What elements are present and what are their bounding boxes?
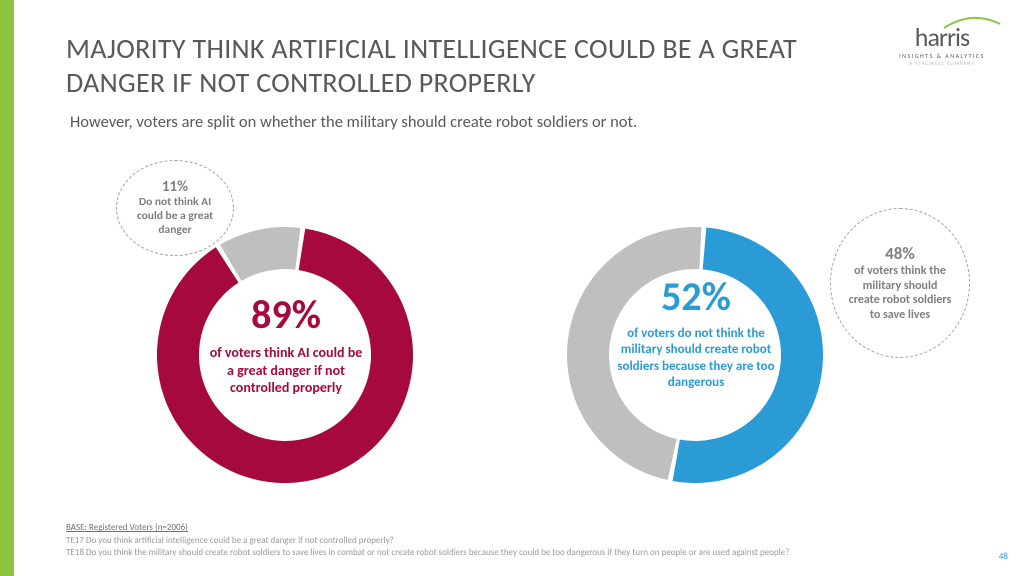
page-number: 48 xyxy=(999,551,1008,562)
center-pct: 52% xyxy=(661,272,731,322)
harris-logo: harris INSIGHTS & ANALYTICS A STAGWELL C… xyxy=(882,16,1002,67)
bubble-ai-not-danger: 11% Do not think AI could be a great dan… xyxy=(116,160,234,256)
bubble-text: of voters think the military should crea… xyxy=(846,264,954,322)
chart-robot-soldiers: 48% of voters think the military should … xyxy=(530,150,970,510)
page-title: MAJORITY THINK ARTIFICIAL INTELLIGENCE C… xyxy=(66,32,866,99)
bubble-pct: 11% xyxy=(162,178,188,196)
center-label-right: 52% of voters do not think the military … xyxy=(608,272,784,391)
chart-ai-danger: 11% Do not think AI could be a great dan… xyxy=(80,150,520,510)
page-subtitle: However, voters are split on whether the… xyxy=(70,112,637,132)
logo-sub2: A STAGWELL COMPANY xyxy=(882,61,1002,67)
bubble-text: Do not think AI could be a great danger xyxy=(130,196,220,237)
bubble-pct: 48% xyxy=(885,244,915,264)
logo-sub1: INSIGHTS & ANALYTICS xyxy=(882,52,1002,60)
center-text: of voters do not think the military shou… xyxy=(612,326,780,391)
center-pct: 89% xyxy=(251,290,321,340)
footer: BASE: Registered Voters (n=2006) TE17 Do… xyxy=(66,522,996,560)
logo-arc-icon xyxy=(942,14,1002,32)
footer-base: BASE: Registered Voters (n=2006) xyxy=(66,522,996,535)
footer-q2: TE18 Do you think the military should cr… xyxy=(66,547,996,560)
footer-q1: TE17 Do you think artificial intelligenc… xyxy=(66,535,996,548)
center-label-left: 89% of voters think AI could be a great … xyxy=(200,290,372,397)
center-text: of voters think AI could be a great dang… xyxy=(206,344,366,397)
charts-row: 11% Do not think AI could be a great dan… xyxy=(0,150,1024,510)
bubble-robot-yes: 48% of voters think the military should … xyxy=(830,208,970,358)
